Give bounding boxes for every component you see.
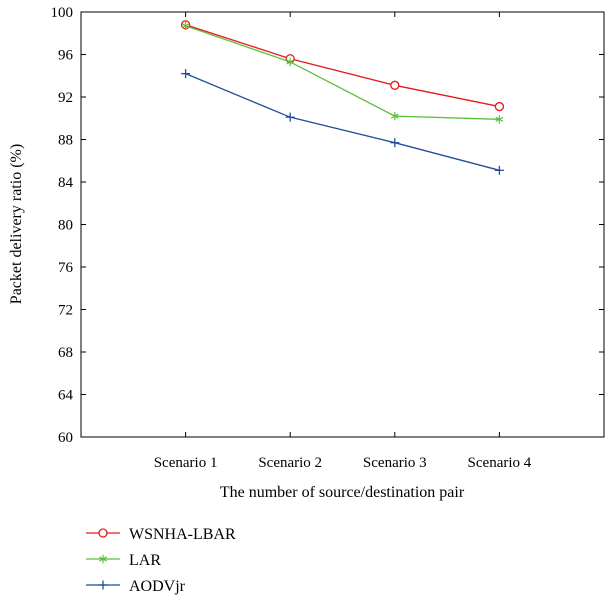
legend-label: LAR (129, 552, 161, 569)
data-point (181, 69, 191, 79)
data-point (390, 80, 400, 90)
y-tick-label: 68 (58, 345, 73, 361)
legend-label: WSNHA-LBAR (129, 526, 236, 543)
y-tick-label: 100 (51, 5, 74, 21)
y-tick-label: 84 (58, 175, 74, 191)
data-point (390, 111, 399, 121)
axis-ticks: 60 64 68 72 76 80 84 88 92 96 100 Scenario 1 Scenari… (51, 5, 604, 471)
data-point (494, 165, 504, 175)
series-line-aodvjr (185, 73, 500, 171)
x-tick-label: Scenario 4 (468, 455, 532, 471)
series-line-lar (185, 25, 500, 120)
y-tick-label: 60 (58, 430, 73, 446)
x-tick-label: Scenario 2 (258, 455, 322, 471)
data-point (181, 21, 190, 31)
series-layer (180, 20, 505, 175)
legend-marker (99, 554, 107, 564)
series-line-wsnha-lbar (185, 24, 500, 108)
legend-marker (98, 580, 108, 590)
data-point (390, 138, 400, 148)
x-tick-label: Scenario 3 (363, 455, 427, 471)
plot-frame (80, 11, 605, 438)
y-tick-label: 96 (58, 48, 74, 64)
y-tick-label: 76 (58, 260, 74, 276)
y-tick-label: 92 (58, 90, 73, 106)
y-tick-label: 72 (58, 303, 73, 319)
legend-marker (98, 528, 108, 538)
legend-label: AODVjr (129, 578, 186, 595)
x-tick-label: Scenario 1 (154, 455, 218, 471)
y-tick-label: 64 (58, 388, 74, 404)
data-point (494, 101, 505, 112)
y-tick-label: 80 (58, 218, 73, 234)
data-point (495, 115, 504, 124)
y-axis-title: Packet delivery ratio (%) (8, 144, 25, 304)
data-point (286, 57, 295, 67)
x-axis-title: The number of source/destination pair (220, 484, 465, 501)
data-point (285, 112, 295, 122)
legend: WSNHA-LBAR LAR AODVjr (86, 526, 236, 595)
y-tick-label: 88 (58, 133, 73, 149)
